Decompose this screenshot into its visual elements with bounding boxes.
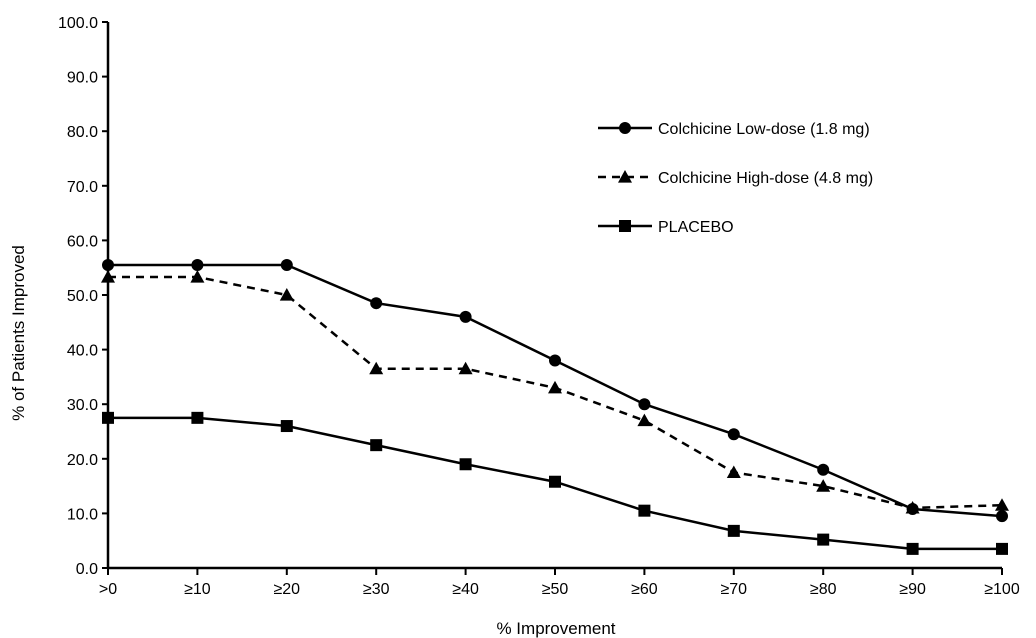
data-point-colchicine-low-dose (191, 259, 203, 271)
y-tick-label: 0.0 (76, 561, 98, 578)
legend: Colchicine Low-dose (1.8 mg) Colchicine H… (598, 121, 873, 236)
data-point-colchicine-low-dose (728, 428, 740, 440)
x-tick-label: ≥90 (899, 581, 926, 598)
data-point-placebo (817, 534, 829, 546)
data-point-colchicine-low-dose (370, 297, 382, 309)
data-point-colchicine-low-dose (996, 510, 1008, 522)
legend-label: PLACEBO (658, 219, 734, 236)
legend-marker (619, 220, 631, 232)
data-point-placebo (281, 420, 293, 432)
data-point-placebo (191, 412, 203, 424)
x-tick-label: ≥80 (810, 581, 837, 598)
data-point-placebo (370, 439, 382, 451)
x-axis-title: % Improvement (496, 619, 615, 638)
legend-label: Colchicine Low-dose (1.8 mg) (658, 121, 870, 138)
x-tick-label: ≥10 (184, 581, 211, 598)
data-point-colchicine-high-dose (548, 381, 562, 394)
y-tick-label: 20.0 (67, 452, 98, 469)
legend-item-placebo: PLACEBO (598, 219, 734, 236)
y-tick-label: 100.0 (58, 15, 98, 32)
x-tick-label: ≥60 (631, 581, 658, 598)
data-point-placebo (549, 476, 561, 488)
data-point-colchicine-low-dose (102, 259, 114, 271)
x-tick-label: >0 (99, 581, 117, 598)
axes: 0.0 10.0 20.0 30.0 40.0 50.0 60.0 70.0 80.0 90.0 1… (58, 15, 1020, 598)
y-axis-title: % of Patients Improved (9, 245, 28, 421)
y-tick-label: 10.0 (67, 506, 98, 523)
data-point-colchicine-low-dose (817, 464, 829, 476)
data-point-placebo (638, 505, 650, 517)
y-tick-label: 70.0 (67, 179, 98, 196)
legend-item-colchicine-high-dose: Colchicine High-dose (4.8 mg) (598, 170, 873, 187)
data-point-placebo (102, 412, 114, 424)
y-tick-label: 30.0 (67, 397, 98, 414)
data-point-colchicine-low-dose (638, 398, 650, 410)
x-tick-label: ≥100 (984, 581, 1020, 598)
x-tick-label: ≥20 (274, 581, 301, 598)
data-point-colchicine-high-dose (727, 465, 741, 478)
series-placebo (102, 412, 1008, 555)
legend-item-colchicine-low-dose: Colchicine Low-dose (1.8 mg) (598, 121, 870, 138)
y-tick-label: 90.0 (67, 70, 98, 87)
x-tick-label: ≥70 (721, 581, 748, 598)
data-point-colchicine-low-dose (549, 355, 561, 367)
x-tick-label: ≥50 (542, 581, 569, 598)
data-point-placebo (728, 525, 740, 537)
x-tick-label: ≥30 (363, 581, 390, 598)
data-point-placebo (460, 458, 472, 470)
y-tick-label: 80.0 (67, 124, 98, 141)
y-tick-label: 60.0 (67, 233, 98, 250)
data-point-placebo (996, 543, 1008, 555)
data-point-colchicine-low-dose (460, 311, 472, 323)
x-tick-label: ≥40 (452, 581, 479, 598)
legend-label: Colchicine High-dose (4.8 mg) (658, 170, 873, 187)
data-point-placebo (907, 543, 919, 555)
legend-marker (619, 122, 631, 134)
y-tick-label: 40.0 (67, 343, 98, 360)
series-group (101, 259, 1009, 555)
y-tick-label: 50.0 (67, 288, 98, 305)
data-point-colchicine-low-dose (281, 259, 293, 271)
